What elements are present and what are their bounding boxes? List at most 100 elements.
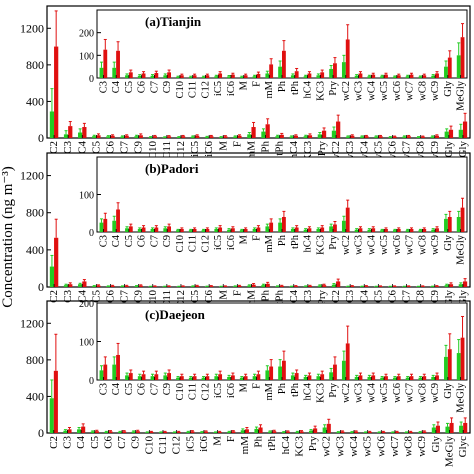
inset-x-tick-label: wC2 [341, 235, 352, 255]
inset-bar-red [333, 364, 337, 380]
bar-green [186, 431, 191, 433]
bar-green [247, 285, 252, 287]
inset-bar-green [329, 68, 334, 78]
inset-x-tick-label: C10 [175, 383, 186, 401]
bar-green [377, 432, 382, 433]
inset-x-tick-label: wC9 [430, 81, 441, 101]
bar-red [231, 431, 236, 433]
bar-green [308, 430, 314, 433]
inset-bar-green [201, 377, 206, 380]
bar-red [138, 135, 143, 138]
bar-green [78, 132, 83, 138]
inset-bar-green [278, 222, 282, 232]
x-tick-label: wC7 [401, 141, 413, 162]
bar-red [258, 427, 263, 433]
inset-bar-red [128, 72, 133, 78]
inset-bar-green [188, 230, 193, 232]
inset-bar-green [418, 230, 423, 232]
bar-green [431, 427, 436, 433]
bar-red [96, 285, 101, 287]
panel-title: (c)Daejeon [145, 307, 206, 322]
bar-green [63, 134, 69, 138]
inset-x-tick-label: C7 [149, 383, 160, 395]
x-tick-label: C5 [90, 290, 102, 303]
inset-bar-green [99, 67, 104, 78]
bar-green [176, 286, 181, 288]
inset-bar-red [243, 376, 248, 380]
inset-bar-red [141, 374, 146, 380]
bar-green [49, 111, 55, 138]
inset-x-tick-label: C7 [149, 81, 160, 93]
inset-x-tick-label: wC2 [341, 383, 352, 403]
inset-x-tick-label: wC2 [341, 81, 352, 101]
inset-x-tick-label: C5 [124, 383, 135, 395]
inset-x-tick-label: iC5 [213, 81, 224, 96]
x-tick-label: C2 [48, 141, 60, 154]
inset-bar-green [99, 222, 104, 232]
inset-bar-green [201, 76, 206, 78]
y-tick-label: 0 [38, 426, 44, 440]
inset-bar-green [137, 376, 142, 380]
inset-bar-green [252, 76, 257, 78]
inset-y-tick-label: 0 [89, 74, 94, 85]
inset-bar-green [239, 377, 244, 380]
inset-bar-green [316, 376, 321, 380]
inset-bar-green [125, 228, 129, 232]
bar-red [462, 121, 468, 138]
x-tick-label: wC8 [403, 436, 415, 457]
bar-red [138, 285, 143, 287]
x-tick-label: Pry [316, 141, 328, 157]
inset-x-tick-label: wC8 [417, 383, 428, 403]
bar-green [120, 136, 125, 138]
inset-bar-red [320, 374, 325, 380]
inset-bar-green [444, 66, 448, 78]
inset-x-tick-label: C12 [200, 235, 211, 253]
bar-red [420, 136, 425, 138]
inset-bar-green [227, 229, 231, 232]
inset-bar-green [444, 356, 448, 380]
inset-bar-green [405, 76, 410, 78]
inset-bar-green [418, 76, 423, 78]
bar-green [162, 137, 167, 138]
x-tick-label: C12 [175, 141, 187, 159]
inset-x-tick-label: M [239, 80, 250, 90]
inset-bar-green [137, 75, 142, 78]
inset-bar-green [201, 230, 206, 232]
inset-x-tick-label: F [251, 383, 262, 389]
inset-bar-green [380, 76, 385, 78]
inset-bar-green [265, 370, 270, 380]
inset-bar-red [154, 73, 159, 78]
inset-x-tick-label: wC7 [405, 81, 416, 101]
inset-x-tick-label: wC6 [392, 81, 403, 101]
bar-green [106, 286, 111, 287]
inset-bar-red [345, 207, 350, 232]
inset-x-tick-label: C11 [188, 383, 199, 400]
inset-x-tick-label: tPh [290, 382, 301, 397]
bar-red [81, 426, 86, 433]
inset-bar-red [282, 50, 286, 78]
bar-green [92, 136, 97, 138]
inset-bar-red [282, 217, 286, 232]
bar-green [63, 285, 69, 287]
inset-y-tick-label: 100 [79, 191, 94, 202]
inset-x-tick-label: hC4 [303, 80, 314, 98]
bar-red [422, 431, 427, 433]
x-tick-label: tPh [274, 141, 286, 156]
inset-bar-green [393, 76, 397, 78]
inset-bar-green [367, 76, 372, 78]
inset-bar-green [163, 375, 168, 380]
bar-green [219, 286, 224, 288]
inset-bar-green [303, 376, 308, 380]
bar-green [388, 286, 393, 288]
bar-green [404, 432, 409, 433]
y-tick-label: 400 [26, 389, 44, 403]
inset-bar-green [239, 230, 244, 232]
inset-x-tick-label: wC9 [430, 235, 441, 255]
bar-green [345, 286, 351, 287]
bar-red [285, 431, 290, 433]
bar-red [152, 286, 157, 287]
y-tick-label: 400 [26, 94, 44, 108]
inset-bar-red [307, 73, 312, 78]
x-tick-label: iC5 [184, 436, 196, 452]
x-tick-label: C7 [116, 436, 128, 449]
